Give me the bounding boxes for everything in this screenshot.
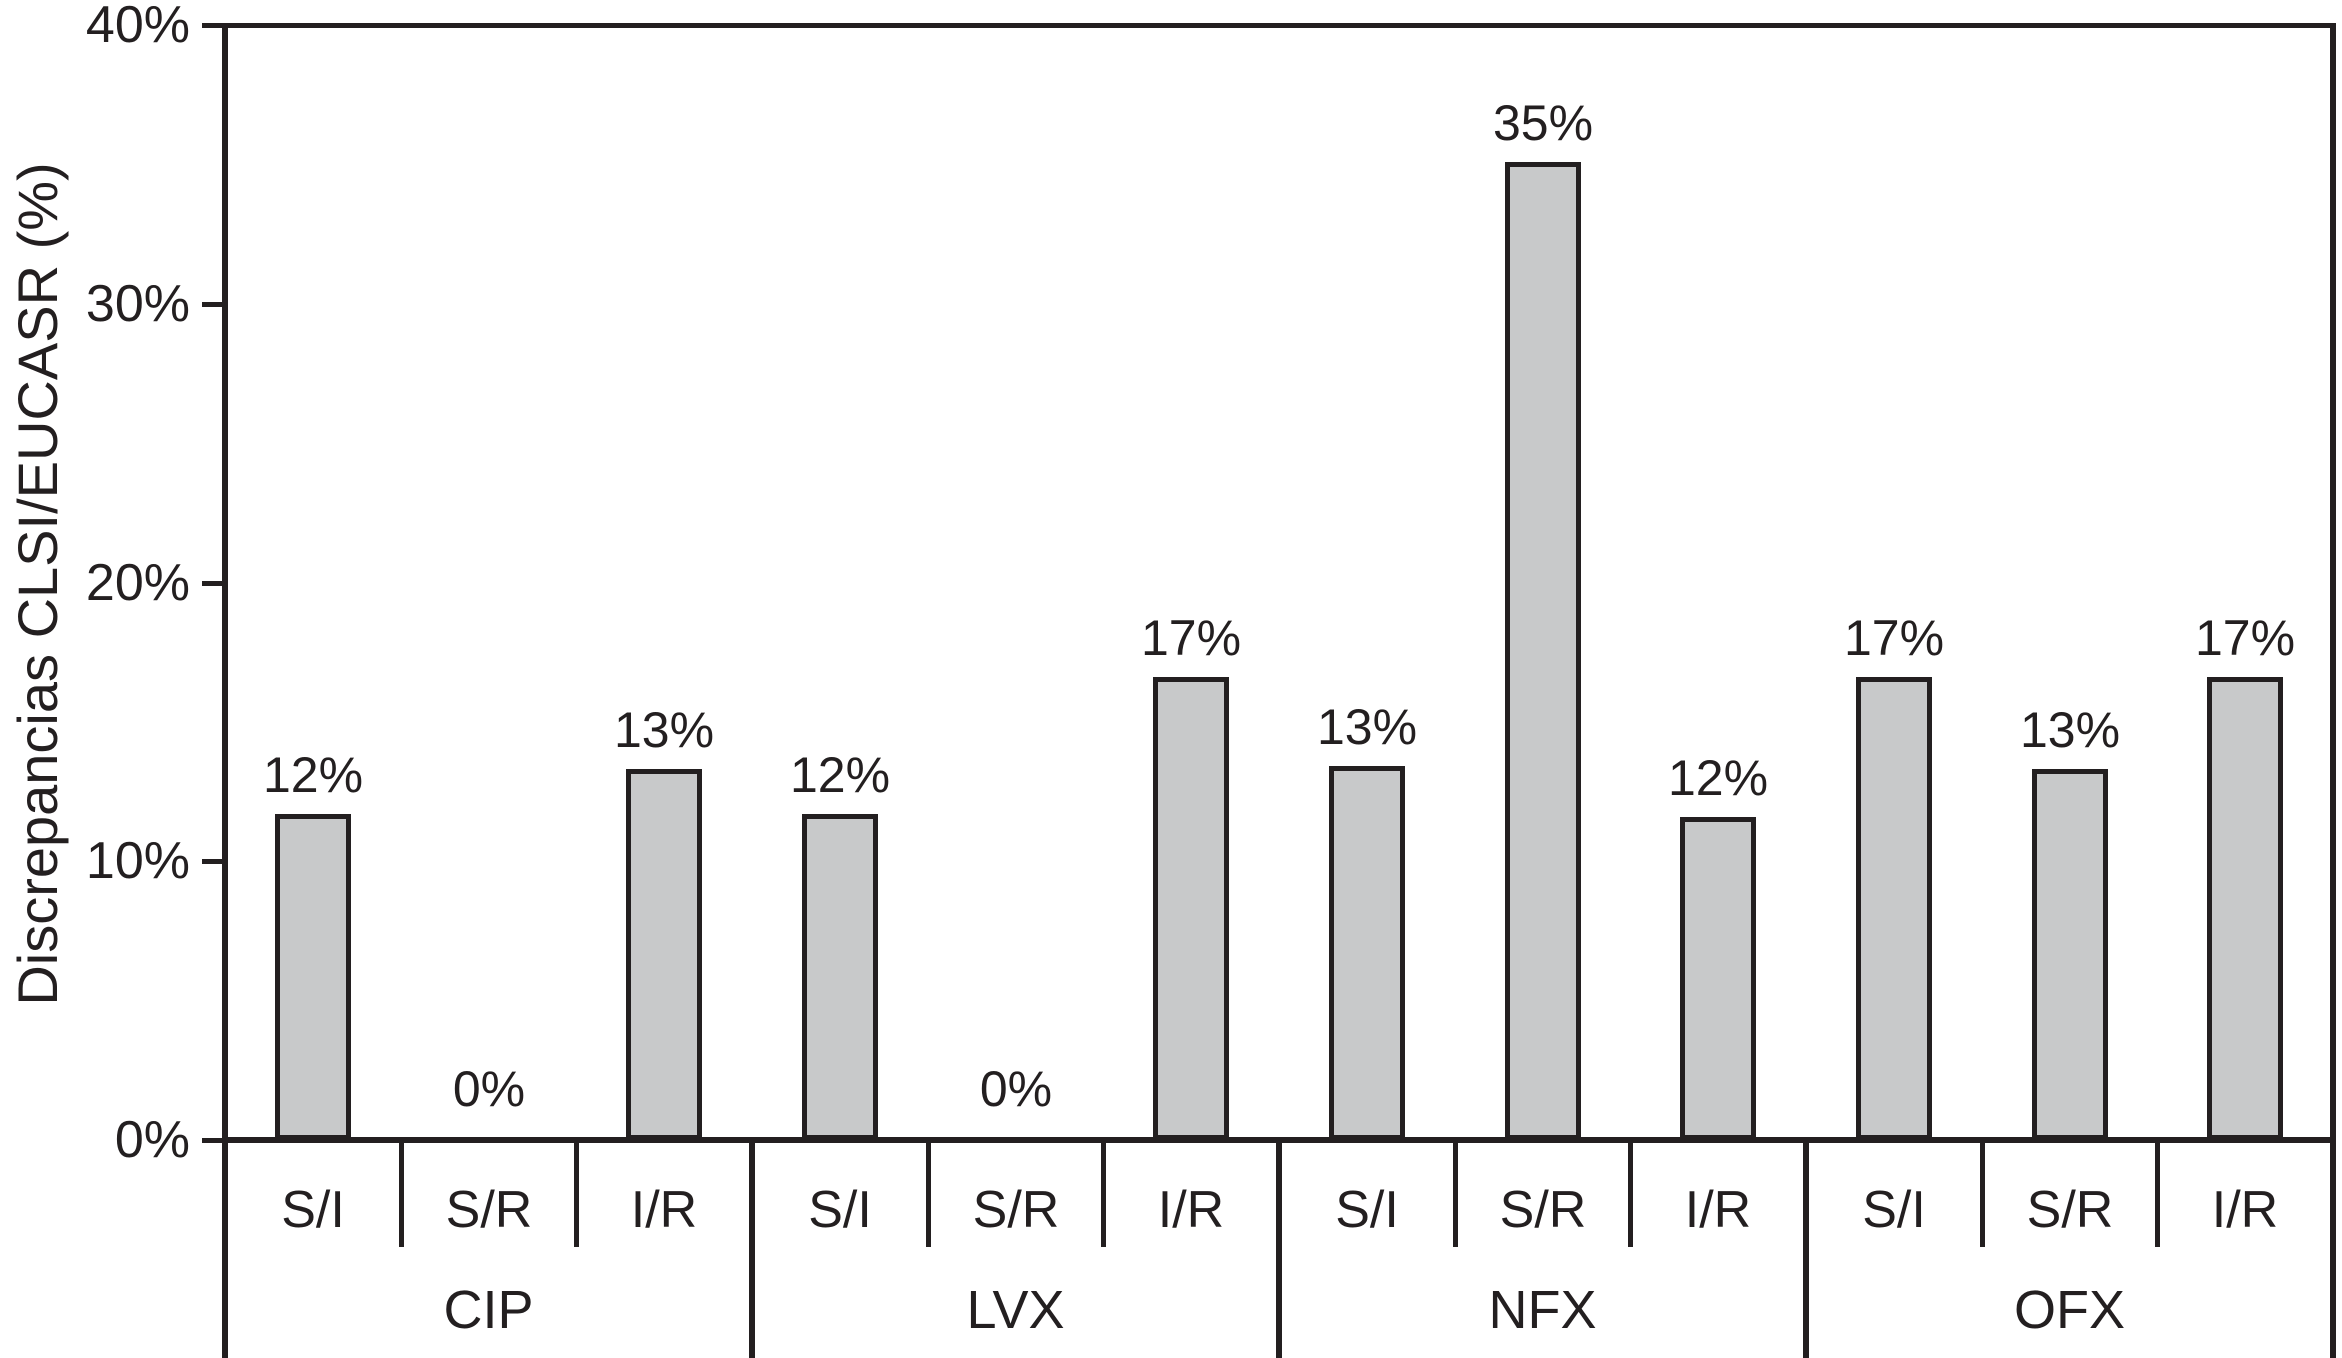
subcategory-label: I/R [630, 1180, 698, 1239]
y-tick-mark [202, 581, 222, 586]
bar-value-label: 17% [1140, 610, 1242, 666]
subcategory-separator-line [1453, 1140, 1458, 1247]
bar-lvx-si [802, 814, 878, 1140]
y-tick-mark [202, 859, 222, 864]
bar-ofx-sr [2032, 769, 2108, 1140]
y-tick-label: 0% [114, 1111, 190, 1169]
subcategory-separator-line [399, 1140, 404, 1247]
bar-lvx-ir [1153, 677, 1229, 1140]
bar-value-label: 17% [1843, 610, 1945, 666]
bar-cip-si [275, 814, 351, 1140]
group-separator-line [1803, 1140, 1809, 1358]
group-separator-line [1276, 1140, 1282, 1358]
subcategory-label: S/R [1499, 1180, 1587, 1239]
y-tick-label: 10% [85, 832, 190, 890]
bar-ofx-ir [2207, 677, 2283, 1140]
subcategory-separator-line [1980, 1140, 1985, 1247]
group-label-nfx: NFX [1488, 1280, 1597, 1340]
bar-nfx-sr [1505, 162, 1581, 1140]
bar-value-label: 12% [789, 747, 891, 803]
subcategory-label: I/R [2211, 1180, 2279, 1239]
subcategory-label: S/I [1862, 1180, 1926, 1239]
bar-value-label: 13% [1316, 699, 1418, 755]
subcategory-separator-line [1628, 1140, 1633, 1247]
bar-value-label: 0% [452, 1061, 526, 1117]
subcategory-label: I/R [1157, 1180, 1225, 1239]
bar-nfx-si [1329, 766, 1405, 1140]
plot-right-border [2330, 23, 2336, 1358]
y-tick-mark [202, 23, 222, 28]
y-tick-label: 20% [85, 554, 190, 612]
subcategory-separator-line [926, 1140, 931, 1247]
subcategory-separator-line [1101, 1140, 1106, 1247]
y-tick-mark [202, 302, 222, 307]
bar-value-label: 13% [2019, 702, 2121, 758]
bar-value-label: 13% [613, 702, 715, 758]
bar-value-label: 0% [979, 1061, 1053, 1117]
bar-cip-ir [626, 769, 702, 1140]
subcategory-label: S/I [808, 1180, 872, 1239]
bar-ofx-si [1856, 677, 1932, 1140]
y-tick-label: 30% [85, 275, 190, 333]
y-tick-label: 40% [85, 0, 190, 54]
y-axis-line [222, 23, 228, 1358]
subcategory-label: S/R [972, 1180, 1060, 1239]
subcategory-separator-line [574, 1140, 579, 1247]
bar-value-label: 17% [2194, 610, 2296, 666]
group-label-ofx: OFX [2013, 1280, 2125, 1340]
group-separator-line [749, 1140, 755, 1358]
y-tick-mark [202, 1138, 222, 1143]
subcategory-separator-line [2155, 1140, 2160, 1247]
group-label-cip: CIP [443, 1280, 534, 1340]
bar-value-label: 12% [1667, 750, 1769, 806]
plot-top-border [222, 23, 2336, 28]
subcategory-label: S/R [445, 1180, 533, 1239]
bar-value-label: 35% [1492, 95, 1594, 151]
subcategory-label: S/I [1335, 1180, 1399, 1239]
subcategory-label: S/R [2026, 1180, 2114, 1239]
subcategory-label: I/R [1684, 1180, 1752, 1239]
bar-nfx-ir [1680, 817, 1756, 1140]
bar-value-label: 12% [262, 747, 364, 803]
subcategory-label: S/I [281, 1180, 345, 1239]
group-label-lvx: LVX [966, 1280, 1065, 1340]
x-axis-baseline [222, 1137, 2336, 1143]
